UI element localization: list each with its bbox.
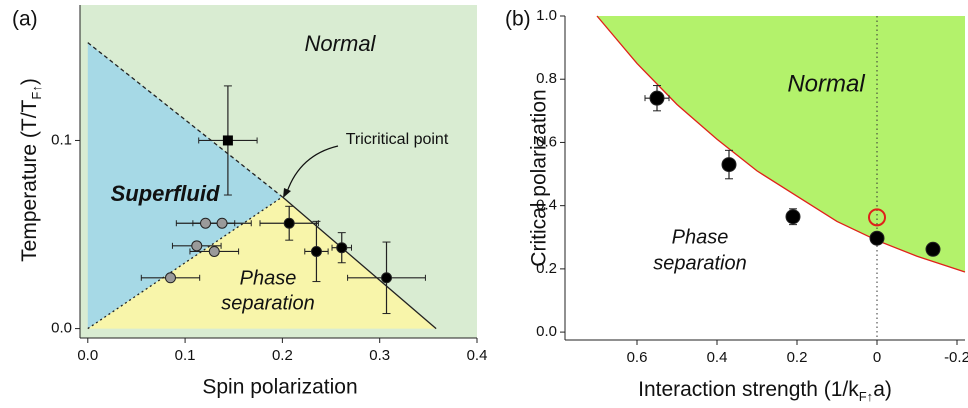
x-tick-label: 0.6 [627, 349, 648, 366]
y-tick-label: 0.8 [536, 70, 557, 87]
boundary-line [87, 196, 283, 330]
point [216, 217, 228, 229]
point [649, 90, 665, 106]
x-tick-label: 0.1 [175, 347, 196, 364]
x-tick-label: 0.4 [467, 347, 488, 364]
annotation-arrow [286, 145, 339, 193]
y-axis-label: Temperature (T/TF↑) [18, 78, 44, 262]
annotation: Superfluid [111, 181, 220, 206]
boundary-line [281, 196, 437, 330]
x-axis-label-part: F↑ [859, 389, 873, 404]
x-axis-label-part: a) [873, 378, 892, 401]
y-axis-label-part: F↑ [29, 85, 44, 99]
x-tick-label: -0.2 [944, 349, 968, 366]
point [336, 242, 348, 254]
y-tick-label: 0.0 [51, 320, 72, 337]
panel-label: (a) [12, 8, 38, 31]
point [283, 217, 295, 229]
point [191, 240, 203, 252]
y-tick-label: 1.0 [536, 7, 557, 24]
x-tick-label: 0.0 [77, 347, 98, 364]
point [721, 157, 737, 173]
x-tick-label: 0.2 [272, 347, 293, 364]
x-axis-label: Interaction strength (1/kF↑a) [638, 378, 892, 404]
point [164, 272, 176, 284]
panel: 0.0 0.1 0.2 0.3 0.4 0.0 0.1 Spin polarization Te… [12, 5, 487, 399]
boundary-line [87, 42, 283, 198]
annotation: Normal [305, 31, 377, 56]
region [87, 42, 283, 329]
point [310, 245, 322, 257]
point [381, 272, 393, 284]
region [87, 196, 437, 329]
point [925, 241, 941, 257]
point [869, 230, 885, 246]
x-axis-label: Spin polarization [202, 376, 357, 399]
point [785, 209, 801, 225]
annotation: separation [653, 252, 746, 274]
panel-label: (b) [505, 8, 531, 31]
annotation: Normal [787, 70, 865, 97]
boundary-line [596, 15, 966, 273]
annotation: Tricritical point [346, 131, 449, 148]
y-tick-label: 0.0 [536, 323, 557, 340]
panel: 0.6 0.4 0.2 0 -0.2 0.0 0.2 0.4 0.6 0.8 1.0 Interact… [505, 7, 968, 404]
y-tick-label: 0.1 [51, 131, 72, 148]
y-tick-label: 0.6 [536, 133, 557, 150]
y-axis-label: Critical polarization [528, 89, 551, 266]
region-above-boundary [597, 16, 965, 273]
x-tick-label: 0.4 [707, 349, 728, 366]
annotation: Phase [672, 226, 729, 248]
point [208, 245, 220, 257]
x-tick-label: 0.2 [787, 349, 808, 366]
point [222, 135, 233, 146]
annotation: Phase [240, 267, 297, 289]
x-axis-label-part: Interaction strength (1/k [638, 378, 859, 401]
x-tick-label: 0.3 [369, 347, 390, 364]
x-tick-label: 0 [873, 349, 881, 366]
y-axis-label-part: Temperature (T/T [18, 99, 41, 261]
point [868, 208, 886, 227]
y-axis-label-part: ) [18, 78, 41, 85]
annotation: separation [221, 292, 314, 314]
y-tick-label: 0.4 [536, 197, 557, 214]
y-tick-label: 0.2 [536, 260, 557, 277]
arrow-head [283, 188, 291, 198]
point [200, 217, 212, 229]
